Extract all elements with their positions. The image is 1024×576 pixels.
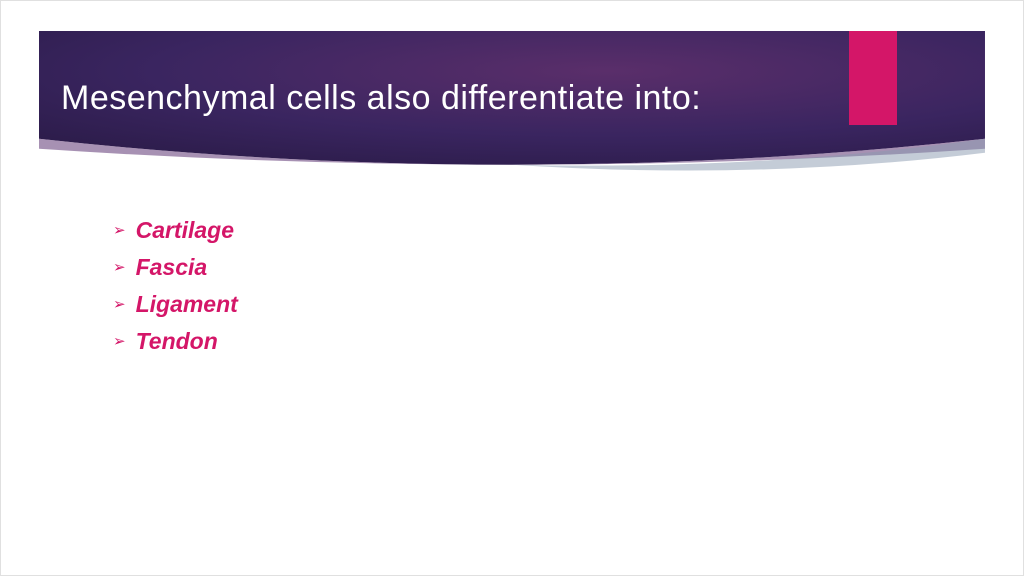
list-item: ➢ Tendon [113,328,238,355]
list-item: ➢ Ligament [113,291,238,318]
bullet-marker-icon: ➢ [113,223,126,238]
list-item: ➢ Fascia [113,254,238,281]
bullet-label: Fascia [136,254,208,281]
list-item: ➢ Cartilage [113,217,238,244]
bullet-label: Ligament [136,291,238,318]
bullet-marker-icon: ➢ [113,260,126,275]
title-banner: Mesenchymal cells also differentiate int… [39,31,985,171]
ribbon-tab [849,31,897,125]
slide-title: Mesenchymal cells also differentiate int… [61,79,701,118]
bullet-marker-icon: ➢ [113,334,126,349]
bullet-label: Tendon [136,328,218,355]
bullet-label: Cartilage [136,217,234,244]
bullet-marker-icon: ➢ [113,297,126,312]
bullet-list: ➢ Cartilage ➢ Fascia ➢ Ligament ➢ Tendon [113,217,238,365]
